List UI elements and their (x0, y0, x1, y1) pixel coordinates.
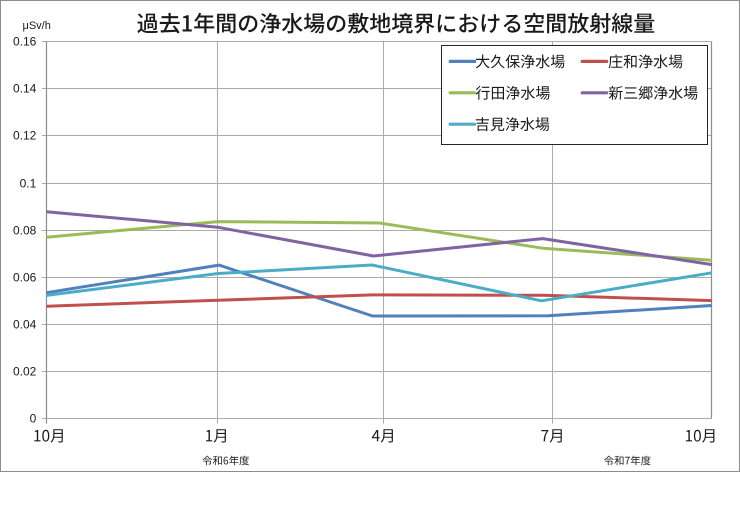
svg-text:μSv/h: μSv/h (23, 20, 51, 32)
svg-text:0.12: 0.12 (13, 129, 37, 143)
svg-text:0.06: 0.06 (13, 271, 37, 285)
svg-text:0.16: 0.16 (13, 35, 37, 49)
svg-text:0.14: 0.14 (13, 82, 37, 96)
svg-text:0.02: 0.02 (13, 365, 37, 379)
svg-text:0.1: 0.1 (20, 177, 37, 191)
svg-text:0.08: 0.08 (13, 224, 37, 238)
svg-text:0: 0 (30, 412, 37, 426)
svg-text:0.04: 0.04 (13, 318, 37, 332)
